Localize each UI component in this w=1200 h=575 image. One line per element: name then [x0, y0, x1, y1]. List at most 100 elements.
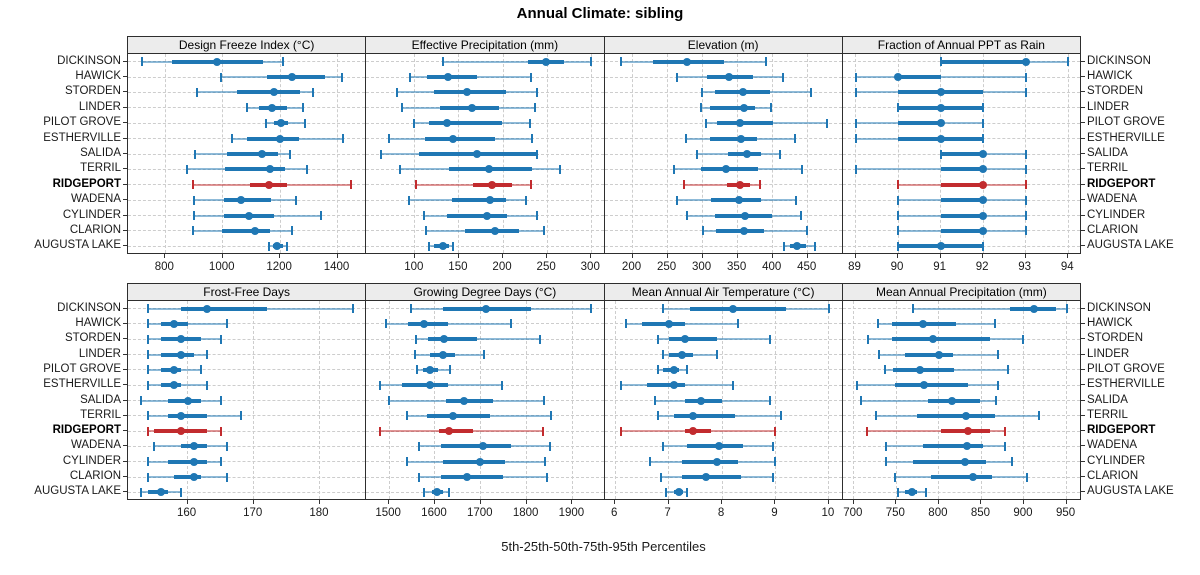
x-axis-tick	[186, 500, 188, 504]
row-gridline	[128, 199, 366, 201]
x-axis-tick-label: 700	[843, 507, 863, 519]
x-axis-tick	[502, 254, 504, 258]
row-label-right-salida: SALIDA	[1087, 393, 1128, 406]
panel-strip-effective-precipitation-mm: Effective Precipitation (mm)	[365, 36, 605, 54]
x-axis-tick-label: 450	[797, 261, 817, 273]
x-axis-tick	[590, 254, 592, 258]
x-axis-tick	[939, 254, 941, 258]
row-gridline	[604, 76, 842, 78]
y-axis-tick-right	[1081, 76, 1085, 78]
row-gridline	[366, 400, 604, 401]
y-axis-tick-left	[123, 430, 127, 432]
x-axis-tick-label: 94	[1060, 261, 1074, 273]
row-label-right-linder: LINDER	[1087, 100, 1130, 113]
row-gridline	[128, 308, 366, 310]
x-axis-tick	[336, 254, 338, 258]
y-axis-tick-left	[123, 460, 127, 462]
y-axis-tick-left	[123, 199, 127, 201]
x-axis-tick-label: 800	[928, 507, 948, 519]
x-axis-tick-label: 400	[762, 261, 782, 273]
row-label-left-clarion: CLARION	[69, 223, 121, 236]
x-axis-tick	[252, 500, 254, 504]
row-gridline	[604, 461, 842, 463]
panel-growing-degree-days-c	[365, 300, 605, 500]
row-gridline	[128, 230, 366, 232]
x-axis-tick-label: 91	[933, 261, 946, 273]
x-axis-tick-label: 170	[243, 507, 263, 519]
row-gridline	[604, 338, 842, 340]
x-axis-tick-label: 750	[885, 507, 905, 519]
row-label-right-storden: STORDEN	[1087, 85, 1144, 98]
x-axis-tick-label: 180	[309, 507, 329, 519]
x-axis-tick-label: 10	[821, 507, 835, 519]
y-axis-tick-right	[1081, 214, 1085, 216]
x-axis-tick-label: 160	[176, 507, 197, 519]
row-gridline	[604, 323, 842, 325]
row-gridline	[366, 445, 604, 447]
y-axis-tick-right	[1081, 476, 1085, 478]
x-axis-tick	[897, 254, 899, 258]
row-gridline	[842, 338, 1080, 340]
row-label-left-terril: TERRIL	[80, 408, 121, 421]
x-axis-tick-label: 6	[610, 507, 618, 519]
x-axis-tick-label: 1600	[421, 507, 447, 519]
row-gridline	[128, 476, 366, 478]
y-axis-tick-right	[1081, 445, 1085, 447]
row-gridline	[128, 445, 366, 447]
row-gridline	[842, 430, 1080, 432]
row-label-right-terril: TERRIL	[1087, 162, 1128, 175]
row-gridline	[128, 323, 366, 325]
y-axis-tick-left	[123, 153, 127, 154]
row-gridline	[842, 461, 1080, 463]
row-label-right-estherville: ESTHERVILLE	[1087, 378, 1165, 391]
x-axis-tick-label: 1700	[466, 507, 493, 519]
y-axis-tick-right	[1081, 153, 1085, 154]
row-label-right-salida: SALIDA	[1087, 147, 1128, 159]
x-axis-tick-label: 200	[621, 261, 642, 273]
row-label-right-wadena: WADENA	[1087, 193, 1138, 206]
y-axis-tick-left	[123, 229, 127, 231]
row-label-left-linder: LINDER	[78, 347, 121, 360]
y-axis-tick-right	[1081, 384, 1085, 386]
y-axis-tick-right	[1081, 245, 1085, 247]
row-label-left-wadena: WADENA	[70, 439, 121, 452]
panel-effective-precipitation-mm	[365, 53, 605, 254]
x-axis-tick	[525, 500, 527, 504]
panel-fraction-of-annual-ppt-as-rain	[841, 53, 1081, 254]
y-axis-tick-left	[123, 368, 127, 370]
x-axis-tick	[221, 254, 223, 258]
y-axis-tick-right	[1081, 106, 1085, 108]
row-gridline	[604, 168, 842, 170]
row-gridline	[842, 215, 1080, 217]
row-gridline	[604, 400, 842, 401]
row-gridline	[128, 415, 366, 417]
row-gridline	[366, 168, 604, 170]
row-gridline	[842, 153, 1080, 155]
x-axis-tick	[937, 500, 939, 504]
x-axis-tick	[852, 500, 854, 504]
panel-design-freeze-index-c	[127, 53, 367, 254]
row-gridline	[128, 338, 366, 340]
panel-mean-annual-air-temperature-c	[603, 300, 843, 500]
x-axis-tick	[1065, 500, 1067, 504]
row-label-right-pilot-grove: PILOT GROVE	[1087, 116, 1165, 129]
row-label-right-linder: LINDER	[1087, 347, 1130, 360]
row-label-left-storden: STORDEN	[64, 332, 121, 345]
row-label-right-augusta-lake: AUGUSTA LAKE	[1087, 239, 1174, 252]
row-label-left-clarion: CLARION	[69, 470, 121, 483]
y-axis-tick-left	[123, 76, 127, 78]
row-gridline	[366, 323, 604, 325]
row-gridline	[604, 215, 842, 217]
x-axis-tick	[457, 254, 459, 258]
x-axis-tick	[388, 500, 390, 504]
row-gridline	[366, 354, 604, 356]
row-gridline	[604, 138, 842, 140]
row-gridline	[128, 245, 366, 247]
y-axis-tick-right	[1081, 91, 1085, 93]
row-gridline	[128, 61, 366, 63]
row-label-right-augusta-lake: AUGUSTA LAKE	[1087, 485, 1174, 498]
y-axis-tick-left	[123, 168, 127, 170]
row-gridline	[366, 245, 604, 247]
row-gridline	[604, 91, 842, 93]
row-gridline	[842, 199, 1080, 201]
